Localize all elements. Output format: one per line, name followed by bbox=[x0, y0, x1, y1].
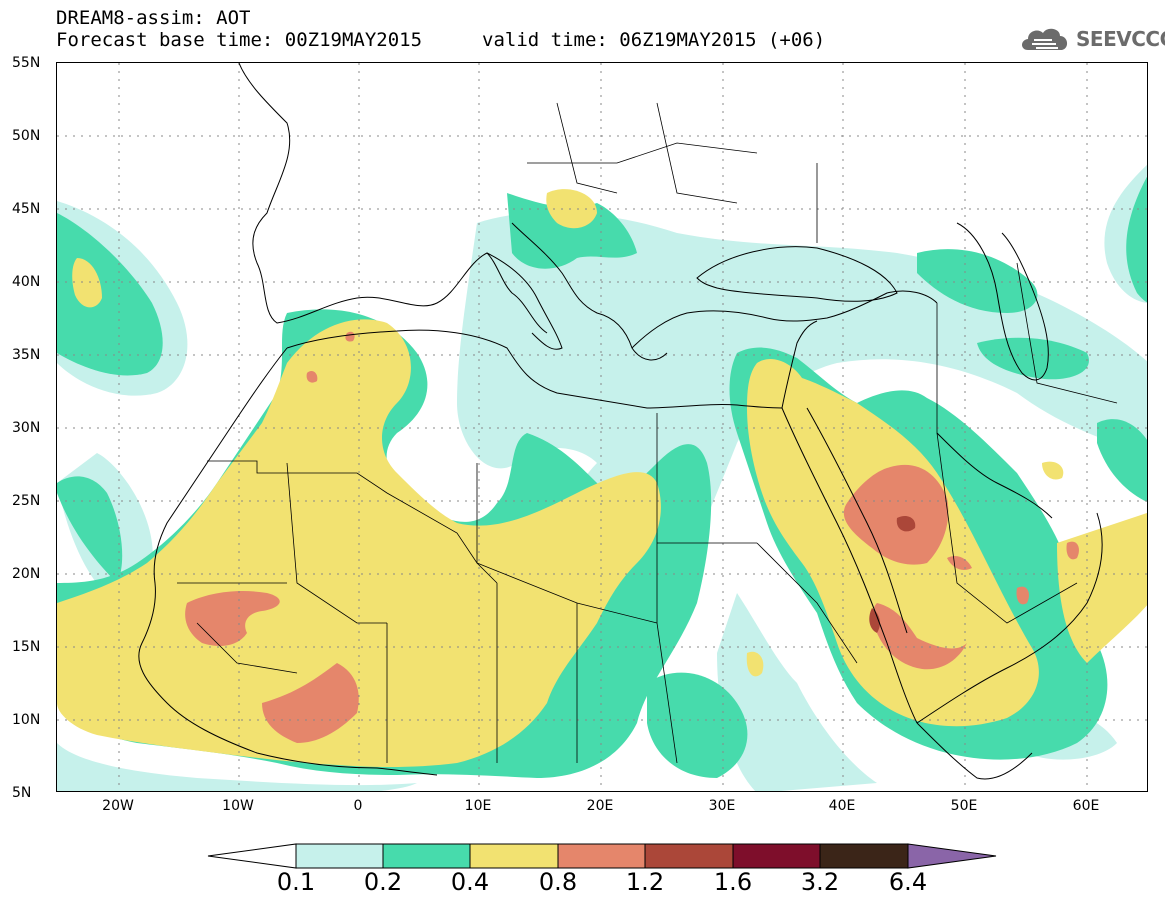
lon-label-20e: 20E bbox=[586, 798, 614, 814]
logo-text: SEEVCCC bbox=[1076, 27, 1165, 51]
lon-label-0: 0 bbox=[353, 798, 363, 814]
lon-label-50e: 50E bbox=[950, 798, 978, 814]
colorbar-label-0.4: 0.4 bbox=[450, 868, 490, 896]
colorbar bbox=[207, 843, 997, 869]
colorbar-overflow-triangle bbox=[907, 843, 997, 869]
colorbar-underflow-triangle bbox=[207, 843, 297, 869]
colorbar-label-1.6: 1.6 bbox=[713, 868, 753, 896]
lon-label-10w: 10W bbox=[222, 798, 254, 814]
borders bbox=[177, 102, 1118, 764]
colorbar-label-3.2: 3.2 bbox=[800, 868, 840, 896]
lat-label-40n: 40N bbox=[12, 274, 41, 290]
lat-label-15n: 15N bbox=[12, 639, 41, 655]
lat-label-45n: 45N bbox=[12, 201, 41, 217]
lon-label-30e: 30E bbox=[708, 798, 736, 814]
aot-1.2-1.6-fill bbox=[869, 516, 916, 633]
colorbar-label-0.8: 0.8 bbox=[538, 868, 578, 896]
colorbar-bin-0.4-0.8 bbox=[469, 843, 559, 869]
coastlines bbox=[138, 63, 1103, 780]
colorbar-bin-0.1-0.2 bbox=[295, 843, 384, 869]
lat-label-50n: 50N bbox=[12, 128, 41, 144]
valid-time-label: valid time: 06Z19MAY2015 (+06) bbox=[482, 29, 826, 51]
colorbar-bin-3.2-6.4 bbox=[819, 843, 909, 869]
lat-label-10n: 10N bbox=[12, 712, 41, 728]
lon-label-20w: 20W bbox=[102, 798, 134, 814]
seevccc-logo: SEEVCCC bbox=[1018, 22, 1165, 56]
colorbar-label-1.2: 1.2 bbox=[625, 868, 665, 896]
map-area bbox=[56, 62, 1148, 792]
lat-label-30n: 30N bbox=[12, 420, 41, 436]
lat-label-55n: 55N bbox=[12, 55, 41, 71]
aot-map bbox=[57, 63, 1147, 791]
colorbar-label-0.2: 0.2 bbox=[363, 868, 403, 896]
lon-label-40e: 40E bbox=[828, 798, 856, 814]
colorbar-bin-1.2-1.6 bbox=[644, 843, 734, 869]
aot-0.8-1.2-fill bbox=[185, 331, 1079, 743]
colorbar-bin-1.6-3.2 bbox=[732, 843, 821, 869]
lat-label-35n: 35N bbox=[12, 347, 41, 363]
base-time-label: Forecast base time: 00Z19MAY2015 bbox=[56, 29, 423, 51]
lat-label-5n: 5N bbox=[12, 785, 32, 801]
lat-label-20n: 20N bbox=[12, 566, 41, 582]
colorbar-label-6.4: 6.4 bbox=[888, 868, 928, 896]
colorbar-label-0.1: 0.1 bbox=[276, 868, 316, 896]
cloud-icon bbox=[1022, 28, 1068, 50]
colorbar-bin-0.8-1.2 bbox=[557, 843, 646, 869]
map-title: DREAM8-assim: AOT bbox=[56, 7, 251, 29]
lon-label-10e: 10E bbox=[464, 798, 492, 814]
colorbar-bin-0.2-0.4 bbox=[382, 843, 471, 869]
lat-label-25n: 25N bbox=[12, 493, 41, 509]
graticule bbox=[57, 63, 1147, 791]
lon-label-60e: 60E bbox=[1072, 798, 1100, 814]
